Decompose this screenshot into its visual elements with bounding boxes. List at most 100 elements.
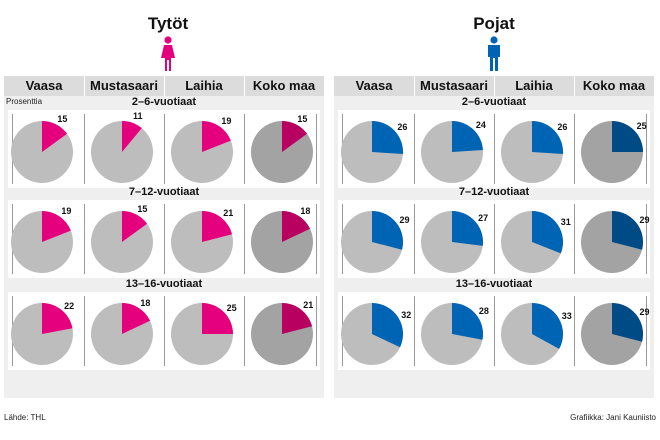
boys-pie-2-3: [581, 303, 644, 365]
girls-pie-1-0: [11, 211, 73, 273]
female-person-icon: [161, 36, 175, 71]
pie-value-slice: [42, 121, 68, 152]
column-divider: [646, 204, 647, 274]
pie-value-label: 18: [300, 205, 311, 216]
pie-value-label: 29: [399, 215, 410, 226]
pie-value-slice: [122, 303, 151, 334]
column-divider: [646, 114, 647, 184]
graphics-credit: Grafiikka: Jani Kauniisto: [570, 413, 656, 422]
age-group-label: 7–12-vuotiaat: [458, 186, 530, 198]
boys-pie-2-2: [501, 303, 564, 365]
pie-value-label: 32: [401, 310, 412, 321]
boys-pie-1-1: [421, 211, 484, 273]
column-header-separator: [164, 76, 165, 96]
girls-pie-1-3: [251, 211, 313, 273]
panel-title-boys: Pojat: [473, 14, 515, 33]
girls-pie-1-2: [171, 211, 233, 273]
column-divider: [646, 296, 647, 366]
pie-value-slice: [202, 121, 231, 152]
column-divider: [164, 204, 165, 274]
pie-value-label: 19: [221, 116, 232, 127]
pie-value-label: 19: [61, 206, 72, 217]
pie-value-slice: [532, 121, 564, 154]
column-divider: [244, 204, 245, 274]
pie-value-slice: [122, 211, 148, 242]
pie-value-label: 26: [397, 122, 408, 133]
pie-value-slice: [612, 303, 644, 342]
pie-value-label: 29: [639, 215, 650, 226]
pie-value-label: 27: [478, 213, 489, 224]
pie-value-slice: [612, 211, 644, 250]
column-header-separator: [494, 76, 495, 96]
girls-pie-2-1: [91, 303, 153, 365]
pie-value-label: 21: [303, 299, 314, 310]
column-header-0: Vaasa: [25, 78, 63, 93]
boys-pie-1-2: [501, 211, 563, 273]
pie-value-label: 25: [226, 303, 237, 314]
pie-value-label: 24: [475, 120, 486, 131]
column-divider: [414, 204, 415, 274]
age-group-label: 7–12-vuotiaat: [128, 186, 200, 198]
column-header-2: Laihia: [515, 78, 553, 93]
girls-pie-0-0: [11, 121, 73, 183]
pie-value-label: 15: [297, 113, 308, 124]
girls-pie-1-1: [91, 211, 153, 273]
column-header-separator: [244, 76, 245, 96]
column-header-separator: [84, 76, 85, 96]
age-group-label: 2–6-vuotiaat: [461, 96, 527, 108]
pie-value-slice: [372, 121, 404, 154]
column-divider: [316, 204, 317, 274]
column-header-separator: [414, 76, 415, 96]
girls-pie-2-3: [251, 303, 313, 365]
column-header-separator: [574, 76, 575, 96]
pie-value-slice: [452, 211, 484, 246]
column-divider: [84, 296, 85, 366]
pie-value-label: 22: [64, 300, 75, 311]
boys-pie-0-2: [501, 121, 564, 183]
girls-panel: Vaasa Mustasaari Laihia Koko maa Prosenttia 2…: [4, 76, 324, 398]
girls-pie-2-0: [11, 303, 73, 365]
column-divider: [316, 296, 317, 366]
girls-pie-0-2: [171, 121, 233, 183]
boys-pie-0-3: [581, 121, 643, 183]
pie-value-label: 31: [560, 217, 571, 228]
pie-value-label: 28: [478, 306, 489, 317]
boys-pie-0-0: [341, 121, 404, 183]
pie-value-label: 15: [137, 203, 148, 214]
pie-value-slice: [372, 211, 404, 250]
pie-value-slice: [282, 303, 313, 334]
pie-value-label: 11: [132, 111, 143, 122]
age-group-label: 13–16-vuotiaat: [455, 278, 533, 290]
pie-value-slice: [42, 211, 71, 242]
column-divider: [84, 204, 85, 274]
pie-value-label: 18: [140, 297, 151, 308]
boys-pie-1-0: [341, 211, 404, 273]
unit-label: Prosenttia: [6, 97, 43, 106]
male-person-icon: [488, 36, 500, 71]
column-divider: [574, 114, 575, 184]
girls-pie-0-3: [251, 121, 313, 183]
pie-value-slice: [122, 121, 142, 152]
age-group-label: 13–16-vuotiaat: [125, 278, 203, 290]
girls-pie-2-2: [171, 303, 233, 365]
column-divider: [574, 296, 575, 366]
column-divider: [244, 114, 245, 184]
pie-value-slice: [612, 121, 643, 152]
pie-value-slice: [42, 303, 73, 334]
column-header-0: Vaasa: [355, 78, 393, 93]
pie-value-label: 26: [557, 122, 568, 133]
pie-value-slice: [372, 303, 404, 348]
column-divider: [164, 114, 165, 184]
pie-value-slice: [202, 211, 233, 242]
panel-title-girls: Tytöt: [147, 14, 189, 33]
boys-pie-0-1: [421, 121, 483, 183]
column-header-3: Koko maa: [582, 78, 646, 93]
column-header-3: Koko maa: [252, 78, 316, 93]
pie-value-slice: [532, 211, 563, 254]
girls-pie-0-1: [91, 121, 153, 183]
pie-value-label: 29: [639, 307, 650, 318]
boys-pie-2-1: [421, 303, 483, 365]
pie-value-label: 33: [561, 311, 572, 322]
pie-value-label: 25: [636, 121, 647, 132]
pie-value-label: 21: [223, 207, 234, 218]
